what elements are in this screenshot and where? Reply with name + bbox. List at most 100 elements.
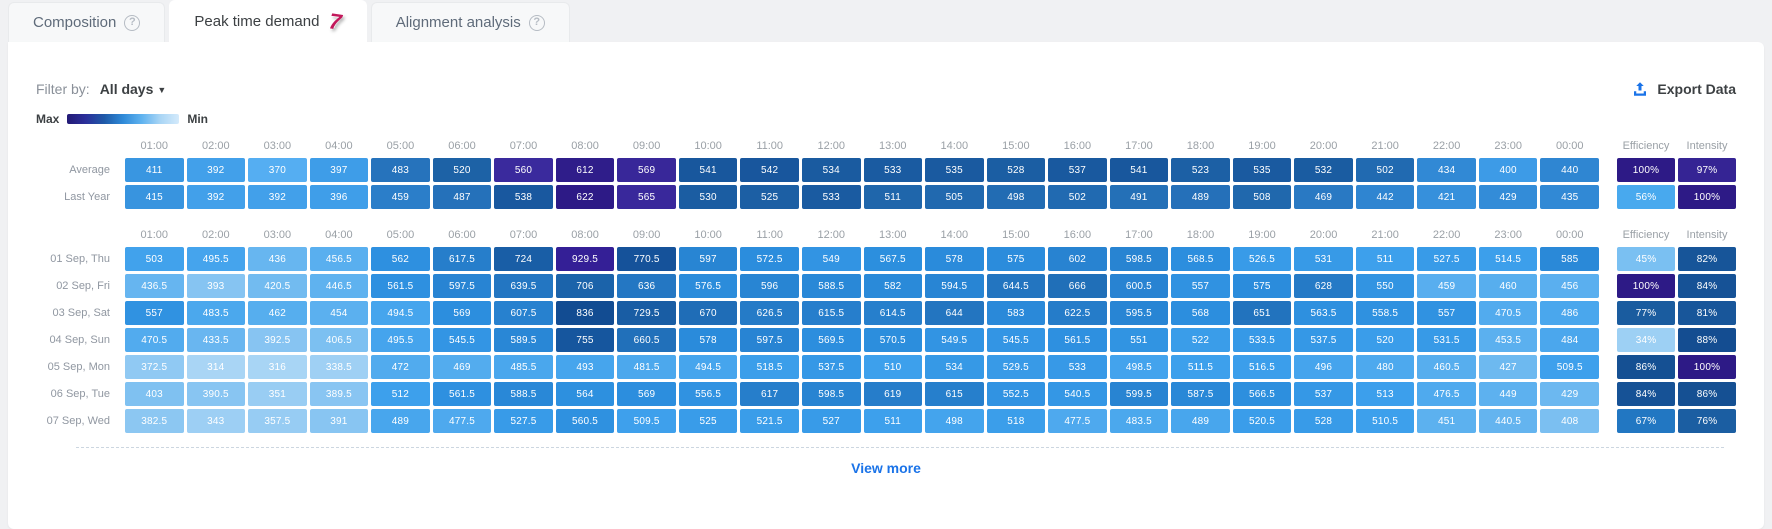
heatmap-cell: 486: [1540, 301, 1599, 325]
heatmap-cell: 706: [555, 274, 615, 298]
heatmap-cell: 460.5: [1417, 355, 1476, 379]
heatmap-cell: 511.5: [1171, 355, 1230, 379]
time-header: 01:00: [140, 229, 169, 241]
export-data-button[interactable]: Export Data: [1631, 80, 1736, 98]
heatmap-cell: 612: [555, 158, 615, 182]
time-header: 16:00: [1063, 229, 1092, 241]
time-header: 22:00: [1432, 140, 1461, 152]
tab-peak-time-demand[interactable]: Peak time demand 7: [169, 0, 367, 42]
heatmap-cell: 440: [1540, 158, 1599, 182]
heatmap-cell: 434: [1417, 158, 1476, 182]
heatmap-cell: 435: [1540, 185, 1599, 209]
heatmap-cell: 508: [1232, 185, 1292, 209]
time-header: 06:00: [448, 140, 476, 152]
heatmap-cell: 527.5: [1417, 247, 1476, 271]
heatmap-cell: 535: [925, 158, 984, 182]
row-label: 03 Sep, Sat: [52, 307, 111, 319]
filter-dropdown[interactable]: All days ▼: [99, 81, 167, 97]
time-header: 05:00: [386, 229, 415, 241]
heatmap-cell: 644.5: [986, 274, 1046, 298]
legend-max-label: Max: [36, 112, 60, 126]
percent-cell: 84%: [1617, 382, 1675, 406]
heatmap-cell: 357.5: [248, 409, 307, 433]
heatmap-cell: 520.5: [1232, 409, 1292, 433]
heatmap-cell: 537.5: [801, 355, 861, 379]
row-label: 02 Sep, Fri: [56, 280, 110, 292]
heatmap-cell: 836: [555, 301, 615, 325]
heatmap-cell: 578: [925, 247, 984, 271]
heatmap-cell: 567.5: [863, 247, 923, 271]
heatmap-cell: 372.5: [125, 355, 184, 379]
percent-cell: 100%: [1617, 274, 1675, 298]
heatmap-cell: 561.5: [432, 382, 492, 406]
heatmap-cell: 568: [1171, 301, 1230, 325]
gradient-bar: [67, 114, 180, 124]
heatmap-cell: 549.5: [925, 328, 984, 352]
tab-composition[interactable]: Composition ?: [8, 2, 166, 42]
time-header: 22:00: [1432, 229, 1461, 241]
view-more-link[interactable]: View more: [851, 460, 921, 476]
help-icon[interactable]: ?: [124, 14, 141, 31]
heatmap-cell: 929.5: [555, 247, 615, 271]
percent-cell: 56%: [1617, 185, 1675, 209]
time-header: 02:00: [202, 229, 230, 241]
heatmap-cell: 528: [986, 158, 1046, 182]
heatmap-cell: 470.5: [1478, 301, 1538, 325]
heatmap-cell: 503: [125, 247, 184, 271]
heatmap-cell: 545.5: [986, 328, 1046, 352]
heatmap-cell: 617: [740, 382, 799, 406]
row-label: 07 Sep, Wed: [46, 415, 110, 427]
heatmap-cell: 598.5: [1109, 247, 1169, 271]
heatmap-cell: 597: [678, 247, 738, 271]
heatmap-cell: 476.5: [1417, 382, 1476, 406]
heatmap-cell: 392: [186, 158, 246, 182]
heatmap-cell: 420.5: [248, 274, 307, 298]
tab-bar: Composition ? Peak time demand 7 Alignme…: [0, 0, 1772, 42]
heatmap-cell: 534: [925, 355, 984, 379]
heatmap-cell: 421: [1417, 185, 1476, 209]
metric-header: Efficiency: [1622, 229, 1670, 241]
heatmap-cell: 494.5: [371, 301, 430, 325]
heatmap-cell: 560: [494, 158, 553, 182]
heatmap-cell: 525: [678, 409, 738, 433]
heatmap-cell: 622: [555, 185, 615, 209]
heatmap-cell: 470.5: [125, 328, 184, 352]
percent-cell: 100%: [1678, 185, 1736, 209]
heatmap-cell: 440.5: [1478, 409, 1538, 433]
heatmap-cell: 392.5: [248, 328, 307, 352]
metric-header: Intensity: [1686, 229, 1728, 241]
heatmap-cell: 523: [1171, 158, 1230, 182]
tab-alignment-analysis[interactable]: Alignment analysis ?: [370, 2, 570, 42]
heatmap-cell: 520: [432, 158, 492, 182]
time-header: 21:00: [1371, 140, 1399, 152]
heatmap-cell: 595.5: [1109, 301, 1169, 325]
heatmap-cell: 557: [125, 301, 184, 325]
help-icon[interactable]: ?: [528, 14, 545, 31]
heatmap-cell: 551: [1109, 328, 1169, 352]
heatmap-cell: 530: [678, 185, 738, 209]
heatmap-cell: 602: [1048, 247, 1107, 271]
heatmap-cell: 314: [186, 355, 246, 379]
heatmap-cell: 520: [1355, 328, 1415, 352]
heatmap-row: 02 Sep, Fri 436.5 393 420.5 446.5 561.5 597.5 6…: [36, 274, 1736, 298]
daily-section: 01:00 02:00 03:00 04:00 05:00 06:00 07:00 08:00…: [36, 229, 1736, 433]
heatmap-cell: 511: [1355, 247, 1415, 271]
heatmap-cell: 509.5: [617, 409, 676, 433]
heatmap-cell: 619: [863, 382, 923, 406]
heatmap-cell: 494.5: [678, 355, 738, 379]
heatmap-row: Average 411 392 370 397 483 520 560 612 569 541 542…: [36, 158, 1736, 182]
heatmap-cell: 454: [309, 301, 369, 325]
heatmap-cell: 456.5: [309, 247, 369, 271]
time-header: 12:00: [817, 140, 845, 152]
heatmap-cell: 491: [1109, 185, 1169, 209]
heatmap-cell: 495.5: [371, 328, 430, 352]
time-header: 19:00: [1248, 229, 1276, 241]
tab-label: Composition: [33, 14, 117, 31]
heatmap-cell: 564: [555, 382, 615, 406]
percent-cell: 84%: [1678, 274, 1736, 298]
heatmap-cell: 582: [863, 274, 923, 298]
heatmap-cell: 542: [740, 158, 799, 182]
heatmap-cell: 617.5: [432, 247, 492, 271]
heatmap-cell: 537: [1048, 158, 1107, 182]
heatmap-cell: 670: [678, 301, 738, 325]
